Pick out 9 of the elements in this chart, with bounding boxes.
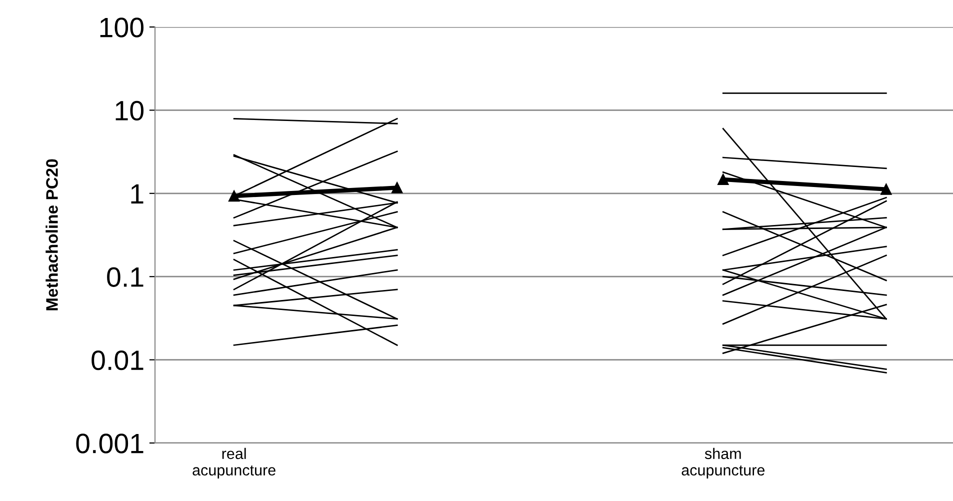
- y-axis-title: Methacholine PC20: [46, 159, 58, 310]
- y-tick-label: 0.01: [92, 350, 144, 370]
- y-tick-label: 0.1: [107, 267, 144, 287]
- y-tick-label: 0.001: [76, 434, 144, 454]
- x-tick-label: sham acupuncture: [682, 448, 765, 479]
- y-tick-label: 100: [100, 18, 144, 38]
- y-tick-label: 10: [116, 100, 144, 121]
- y-tick-label: 1: [131, 184, 144, 204]
- x-tick-label: real acupuncture: [192, 448, 276, 479]
